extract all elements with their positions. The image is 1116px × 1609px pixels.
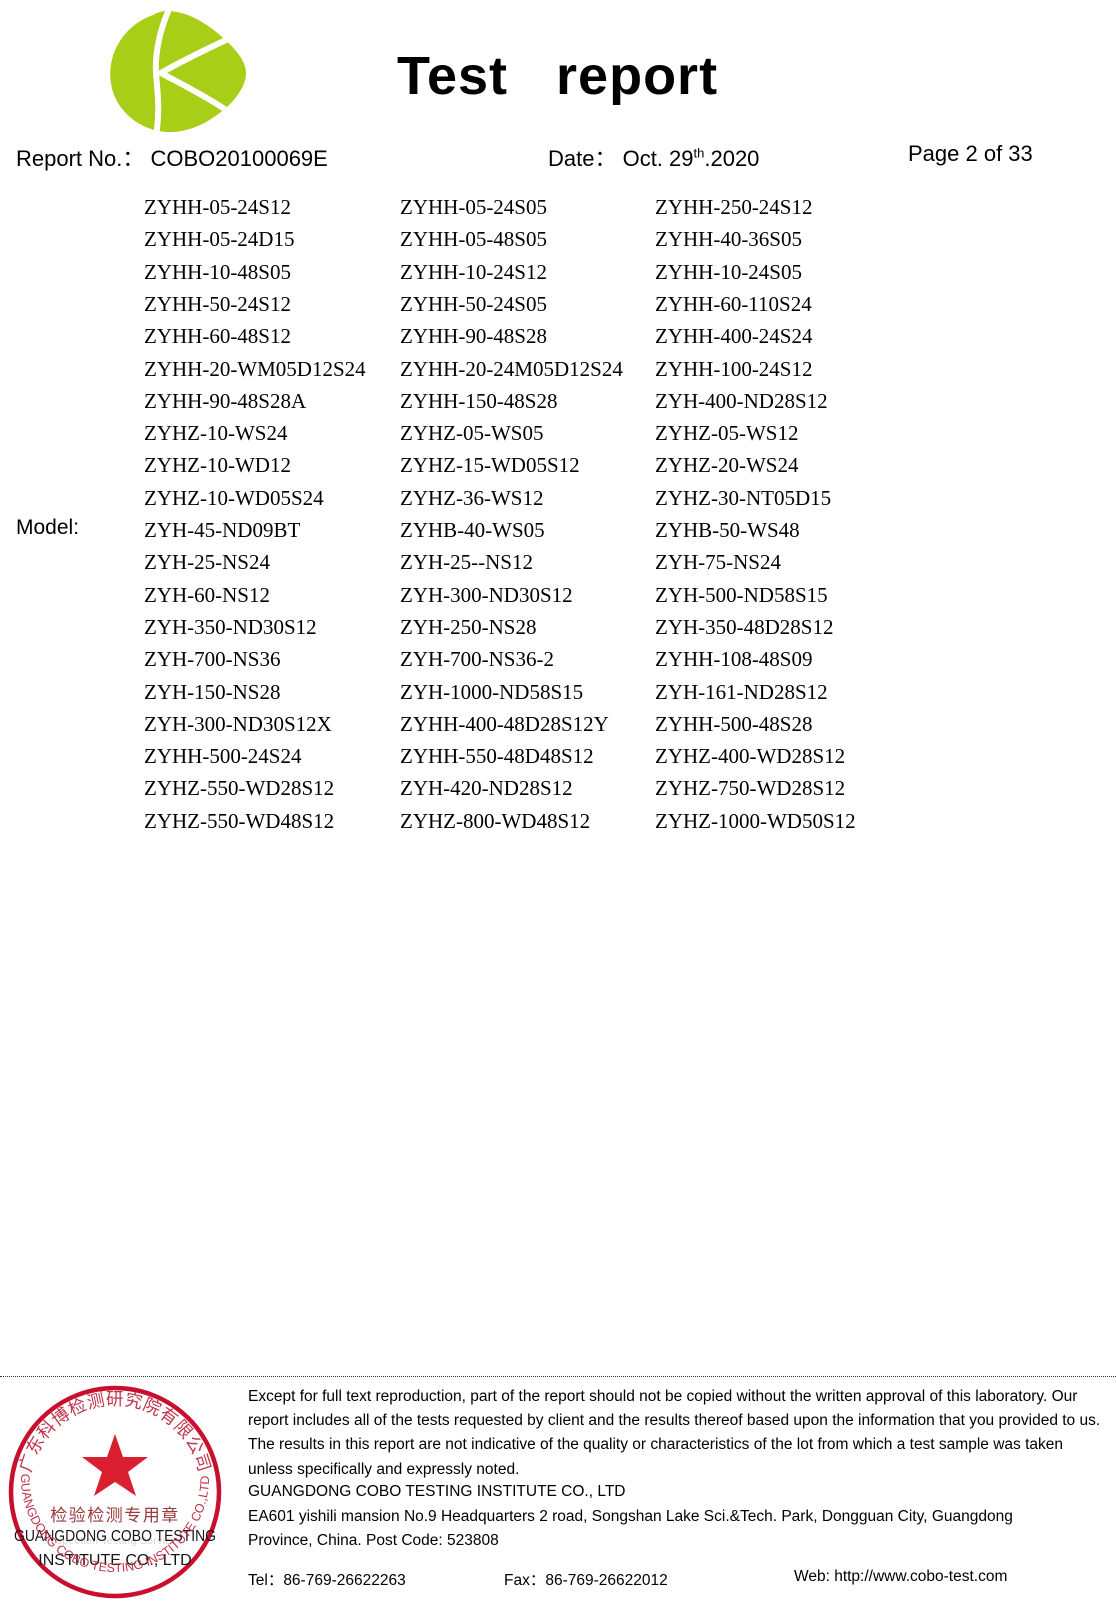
svg-text:检验检测专用章: 检验检测专用章 [50,1506,180,1525]
